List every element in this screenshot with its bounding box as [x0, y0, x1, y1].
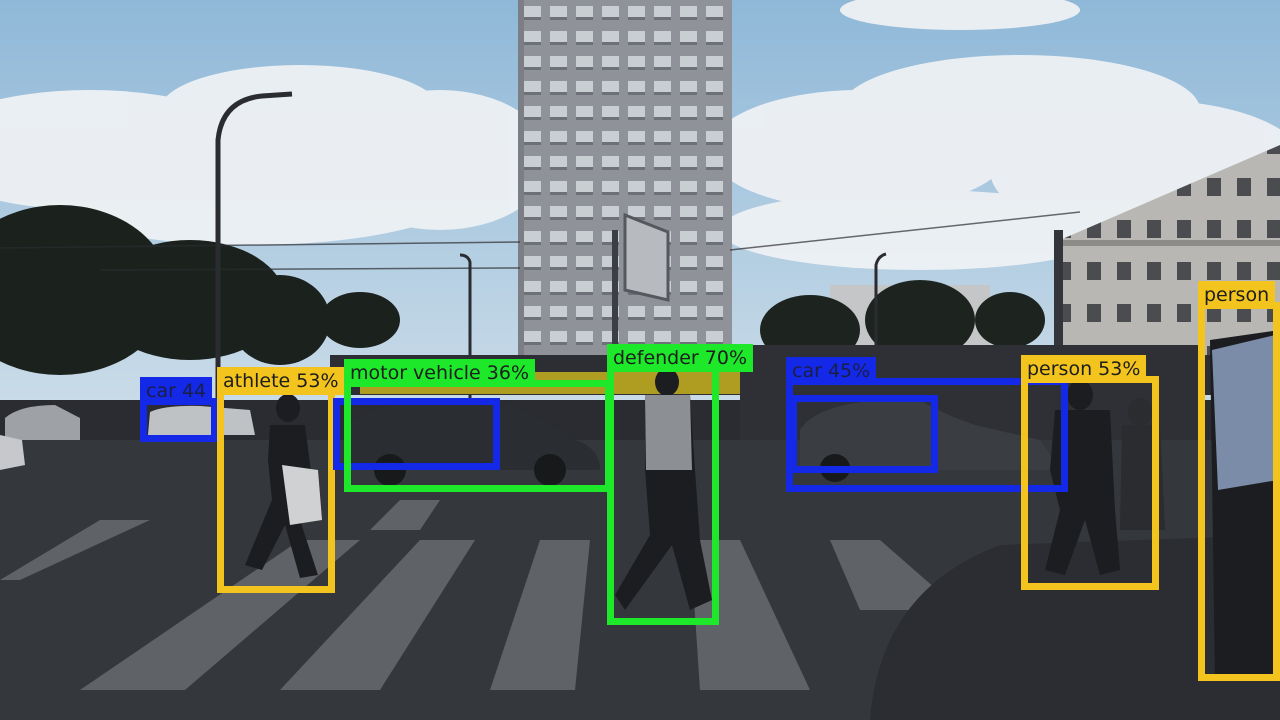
- detection-box-motor-vehicle: motor vehicle 36%: [344, 380, 612, 492]
- detection-label-person-right: person: [1198, 281, 1275, 309]
- detection-label-defender: defender 70%: [607, 344, 753, 372]
- detection-box-car-right-inner: [790, 395, 938, 473]
- detection-label-car-left: car 44: [140, 377, 212, 405]
- detection-box-person-right: person: [1198, 302, 1280, 681]
- detection-box-defender: defender 70%: [607, 365, 719, 625]
- detection-label-car-right: car 45%: [786, 357, 876, 385]
- tower-block: [518, 0, 732, 355]
- detection-box-athlete: athlete 53%: [217, 388, 335, 593]
- detection-box-person-mid: person 53%: [1021, 376, 1159, 590]
- detection-label-athlete: athlete 53%: [217, 367, 345, 395]
- detection-label-person-mid: person 53%: [1021, 355, 1146, 383]
- detection-label-motor-vehicle: motor vehicle 36%: [344, 359, 535, 387]
- detection-box-car-left: car 44: [140, 398, 218, 442]
